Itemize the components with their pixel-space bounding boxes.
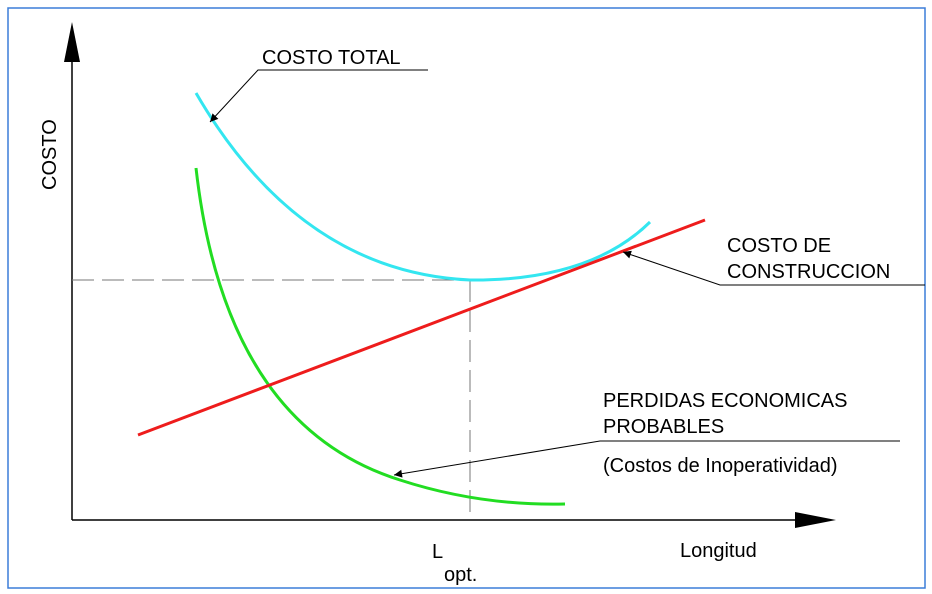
- optimum-subscript: opt.: [444, 564, 477, 586]
- y-arrow: [64, 22, 80, 62]
- y-axis-label: COSTO: [39, 119, 61, 190]
- frame: [7, 7, 926, 589]
- curve-label: COSTO DE: [727, 235, 831, 257]
- curve-label: CONSTRUCCION: [727, 261, 890, 283]
- construction-cost-line: [137, 218, 706, 437]
- curve-label: COSTO TOTAL: [262, 47, 401, 69]
- leader: [209, 69, 428, 123]
- x-axis-label: Longitud: [680, 540, 757, 562]
- leader: [393, 440, 900, 478]
- leader: [622, 250, 925, 286]
- x-arrow: [795, 512, 836, 528]
- losses-curve: [194, 167, 566, 506]
- curve-label: PERDIDAS ECONOMICAS: [603, 390, 847, 412]
- curve-label: PROBABLES: [603, 416, 724, 438]
- optimum-symbol: L: [432, 541, 443, 563]
- total-cost-curve: [194, 92, 652, 282]
- curve-label: (Costos de Inoperatividad): [603, 455, 838, 477]
